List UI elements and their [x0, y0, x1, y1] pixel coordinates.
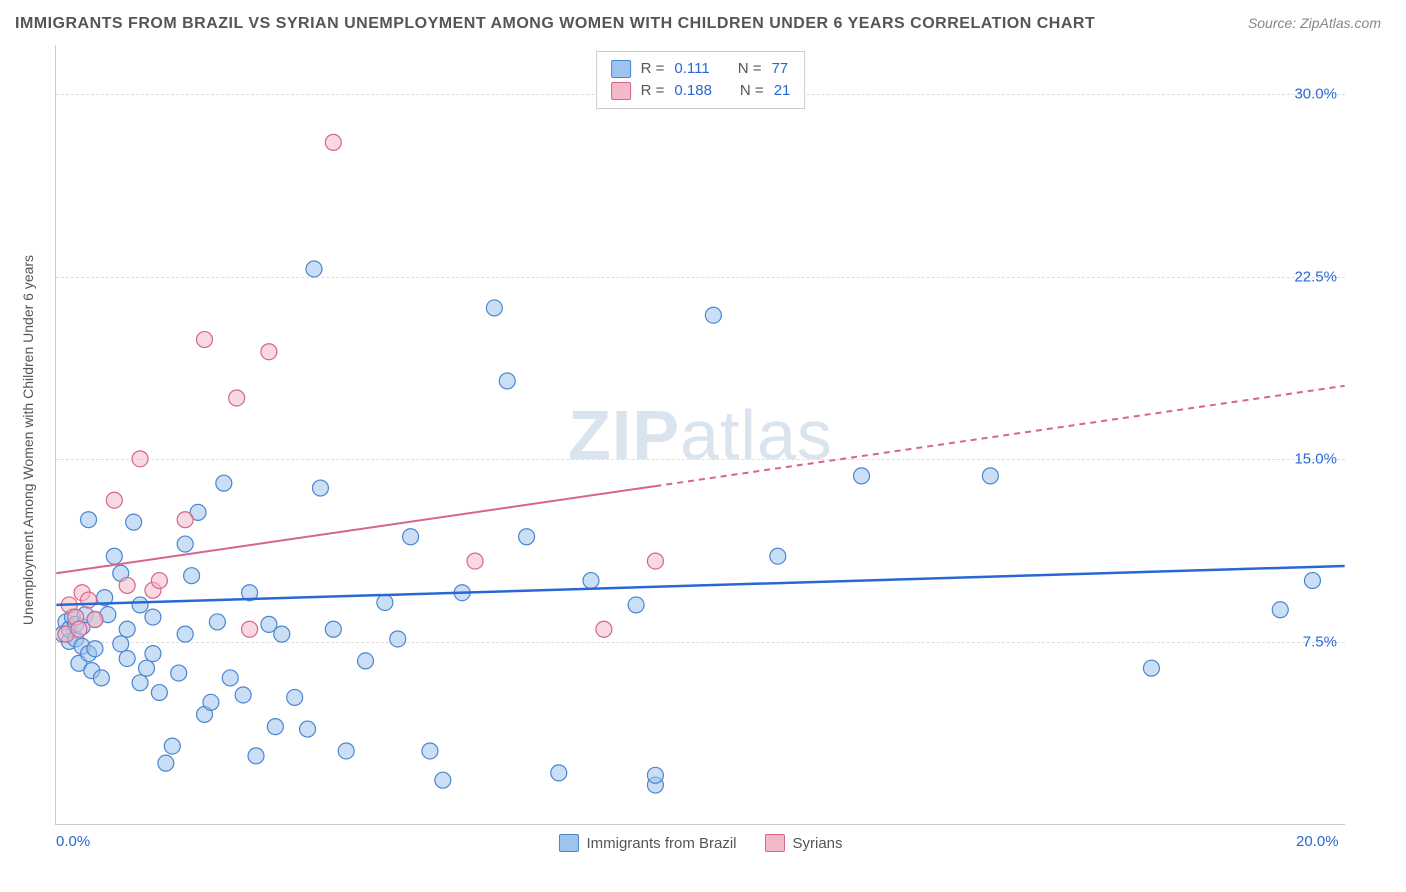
data-point [106, 548, 122, 564]
r-label: R = [641, 58, 665, 80]
data-point [705, 307, 721, 323]
data-point [235, 687, 251, 703]
data-point [216, 475, 232, 491]
data-point [628, 597, 644, 613]
data-point [770, 548, 786, 564]
data-point [377, 594, 393, 610]
data-point [177, 536, 193, 552]
data-point [300, 721, 316, 737]
swatch-brazil [611, 60, 631, 78]
data-point [119, 577, 135, 593]
data-point [87, 641, 103, 657]
data-point [81, 592, 97, 608]
correlation-legend: R = 0.111 N = 77 R = 0.188 N = 21 [596, 51, 806, 109]
data-point [203, 694, 219, 710]
swatch-brazil [558, 834, 578, 852]
data-point [499, 373, 515, 389]
swatch-syrians [611, 82, 631, 100]
data-point [338, 743, 354, 759]
data-point [1304, 573, 1320, 589]
r-value-syrians: 0.188 [674, 80, 712, 102]
data-point [151, 573, 167, 589]
data-point [519, 529, 535, 545]
data-point [647, 553, 663, 569]
r-label: R = [641, 80, 665, 102]
data-point [164, 738, 180, 754]
data-point [222, 670, 238, 686]
data-point [209, 614, 225, 630]
data-point [596, 621, 612, 637]
data-point [274, 626, 290, 642]
data-point [113, 636, 129, 652]
series-legend: Immigrants from Brazil Syrians [558, 834, 842, 852]
data-point [325, 621, 341, 637]
data-point [583, 573, 599, 589]
data-point [242, 621, 258, 637]
chart-title: IMMIGRANTS FROM BRAZIL VS SYRIAN UNEMPLO… [15, 15, 1095, 33]
data-point [248, 748, 264, 764]
data-point [158, 755, 174, 771]
chart-area: ZIPatlas 7.5%15.0%22.5%30.0% 0.0%20.0% R… [55, 45, 1345, 825]
data-point [106, 492, 122, 508]
data-point [435, 772, 451, 788]
data-point [306, 261, 322, 277]
data-point [145, 646, 161, 662]
data-point [422, 743, 438, 759]
x-tick-label: 20.0% [1296, 833, 1339, 850]
data-point [93, 670, 109, 686]
data-point [81, 512, 97, 528]
trend-line [56, 486, 655, 573]
data-point [229, 390, 245, 406]
data-point [87, 612, 103, 628]
data-point [196, 332, 212, 348]
data-point [647, 767, 663, 783]
data-point [467, 553, 483, 569]
data-point [287, 689, 303, 705]
data-point [126, 514, 142, 530]
data-point [312, 480, 328, 496]
legend-item-syrians: Syrians [765, 834, 843, 852]
n-value-brazil: 77 [771, 58, 788, 80]
source-label: Source: ZipAtlas.com [1248, 15, 1381, 31]
data-point [132, 451, 148, 467]
swatch-syrians [765, 834, 785, 852]
trend-line-extrapolated [655, 386, 1344, 486]
data-point [261, 344, 277, 360]
data-point [139, 660, 155, 676]
legend-item-brazil: Immigrants from Brazil [558, 834, 736, 852]
data-point [325, 134, 341, 150]
data-point [854, 468, 870, 484]
data-point [151, 685, 167, 701]
scatter-plot-svg [56, 45, 1345, 824]
n-value-syrians: 21 [774, 80, 791, 102]
y-axis-label: Unemployment Among Women with Children U… [20, 255, 36, 625]
data-point [177, 512, 193, 528]
legend-row-brazil: R = 0.111 N = 77 [611, 58, 791, 80]
data-point [486, 300, 502, 316]
data-point [145, 609, 161, 625]
data-point [390, 631, 406, 647]
data-point [982, 468, 998, 484]
data-point [71, 621, 87, 637]
data-point [184, 568, 200, 584]
data-point [267, 719, 283, 735]
data-point [132, 675, 148, 691]
data-point [358, 653, 374, 669]
legend-label-syrians: Syrians [793, 835, 843, 852]
data-point [551, 765, 567, 781]
data-point [119, 621, 135, 637]
data-point [119, 650, 135, 666]
x-tick-label: 0.0% [56, 833, 90, 850]
data-point [1143, 660, 1159, 676]
n-label: N = [740, 80, 764, 102]
data-point [177, 626, 193, 642]
data-point [1272, 602, 1288, 618]
legend-label-brazil: Immigrants from Brazil [586, 835, 736, 852]
legend-row-syrians: R = 0.188 N = 21 [611, 80, 791, 102]
data-point [403, 529, 419, 545]
data-point [171, 665, 187, 681]
data-point [132, 597, 148, 613]
n-label: N = [738, 58, 762, 80]
r-value-brazil: 0.111 [674, 58, 709, 80]
